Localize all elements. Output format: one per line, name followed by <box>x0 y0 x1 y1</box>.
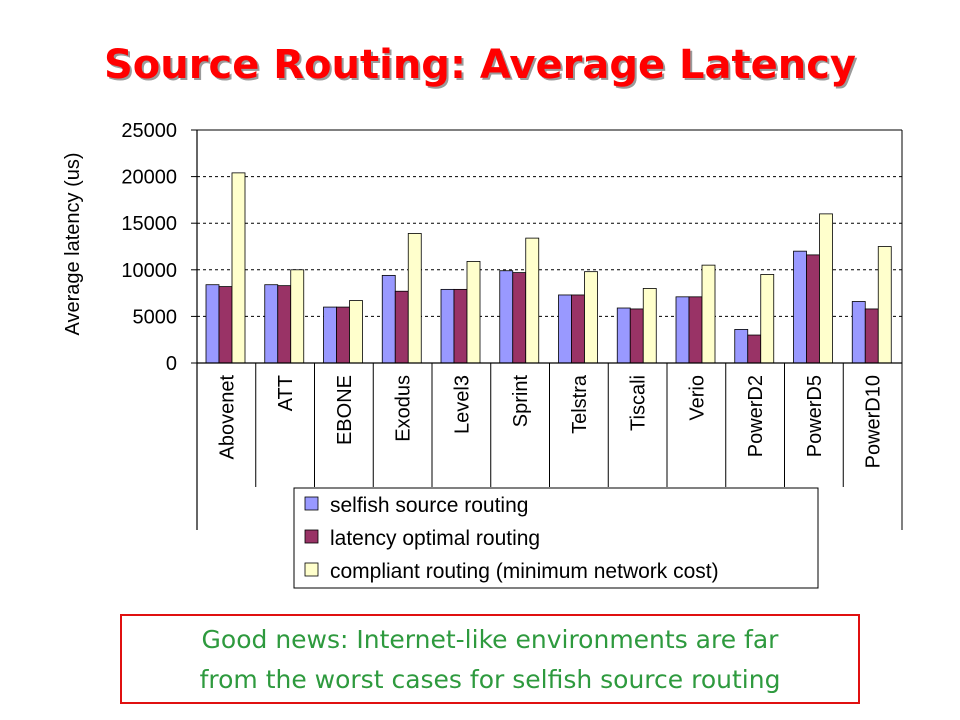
bar-Abovenet-series-1 <box>205 284 220 364</box>
bar-PowerD10-series-2 <box>864 308 879 364</box>
x-tick-label: PowerD2 <box>745 375 767 457</box>
bar-Sprint-series-3 <box>525 237 540 364</box>
x-tick-label: Tiscali <box>628 375 650 431</box>
bar-Sprint-series-2 <box>512 272 527 364</box>
bars <box>205 172 892 364</box>
bar-EBONE-series-3 <box>349 300 363 364</box>
bar-PowerD2-series-3 <box>760 274 775 364</box>
bar-Exodus-series-2 <box>394 290 409 364</box>
bar-PowerD10-series-3 <box>877 246 892 364</box>
x-tick-label: Abovenet <box>216 375 238 460</box>
legend-swatch <box>304 529 319 544</box>
bar-Abovenet-series-3 <box>231 172 246 364</box>
bar-Tiscali-series-3 <box>642 288 657 364</box>
x-tick-label: Telstra <box>569 374 591 434</box>
legend-label: selfish source routing <box>330 494 528 517</box>
bar-PowerD5-series-3 <box>819 213 833 364</box>
bar-Level3-series-2 <box>453 288 468 364</box>
bar-chart: 0 5000 10000 15000 20000 25000 Abovenet ATT EBO… <box>62 120 903 589</box>
legend: selfish source routing latency optimal ro… <box>293 487 819 589</box>
y-tick-label: 20000 <box>121 167 177 189</box>
y-tick-label: 5000 <box>133 306 178 328</box>
callout-line-1: Good news: Internet-like environments ar… <box>201 625 779 654</box>
x-tick-labels: Abovenet ATT EBONE Exodus Level3 Sprint Telstr… <box>216 374 884 468</box>
bar-EBONE-series-2 <box>336 306 350 364</box>
legend-label: latency optimal routing <box>330 527 540 550</box>
x-tick-label: Verio <box>686 375 708 421</box>
y-tick-labels: 0 5000 10000 15000 20000 25000 <box>121 120 177 375</box>
x-tick-label: Sprint <box>510 375 532 428</box>
bar-Level3-series-1 <box>440 288 455 364</box>
y-tick-label: 10000 <box>121 260 177 282</box>
bar-ATT-series-1 <box>264 284 279 364</box>
y-tick-label: 15000 <box>121 213 177 235</box>
y-axis-label: Average latency (us) <box>62 152 84 335</box>
x-tick-label: Exodus <box>393 375 415 442</box>
legend-swatch <box>304 496 319 511</box>
bar-Verio-series-1 <box>675 296 690 364</box>
bar-Telstra-series-3 <box>584 271 598 364</box>
legend-label: compliant routing (minimum network cost) <box>330 560 719 583</box>
bar-Verio-series-2 <box>688 296 703 364</box>
axes <box>191 129 903 530</box>
bar-Level3-series-3 <box>466 261 481 364</box>
legend-swatch <box>304 562 319 577</box>
legend-box <box>293 487 819 589</box>
bar-PowerD2-series-2 <box>747 334 762 364</box>
x-tick-label: Level3 <box>451 375 473 434</box>
x-tick-label: ATT <box>275 375 297 411</box>
bar-Sprint-series-1 <box>499 270 514 364</box>
bar-PowerD10-series-1 <box>851 301 866 364</box>
bar-Verio-series-3 <box>701 264 716 364</box>
callout-box: Good news: Internet-like environments ar… <box>120 614 860 704</box>
bar-ATT-series-3 <box>290 269 305 364</box>
bar-Telstra-series-2 <box>571 294 585 364</box>
x-tick-label: PowerD10 <box>863 375 885 468</box>
bar-EBONE-series-1 <box>323 306 337 364</box>
bar-Tiscali-series-2 <box>629 308 644 364</box>
y-tick-label: 0 <box>166 353 177 375</box>
y-tick-label: 25000 <box>121 120 177 142</box>
bar-PowerD5-series-1 <box>793 250 807 364</box>
bar-Tiscali-series-1 <box>616 307 631 364</box>
bar-Exodus-series-3 <box>407 233 422 364</box>
bar-Abovenet-series-2 <box>218 286 233 364</box>
bar-ATT-series-2 <box>277 285 292 364</box>
bar-PowerD5-series-2 <box>806 254 820 364</box>
slide-title: Source Routing: Average Latency <box>103 42 856 88</box>
x-tick-label: PowerD5 <box>804 375 826 457</box>
bar-Telstra-series-1 <box>558 294 572 364</box>
callout-line-2: from the worst cases for selfish source … <box>199 665 781 694</box>
bar-Exodus-series-1 <box>381 274 396 364</box>
x-tick-label: EBONE <box>334 375 356 445</box>
bar-PowerD2-series-1 <box>734 329 749 364</box>
